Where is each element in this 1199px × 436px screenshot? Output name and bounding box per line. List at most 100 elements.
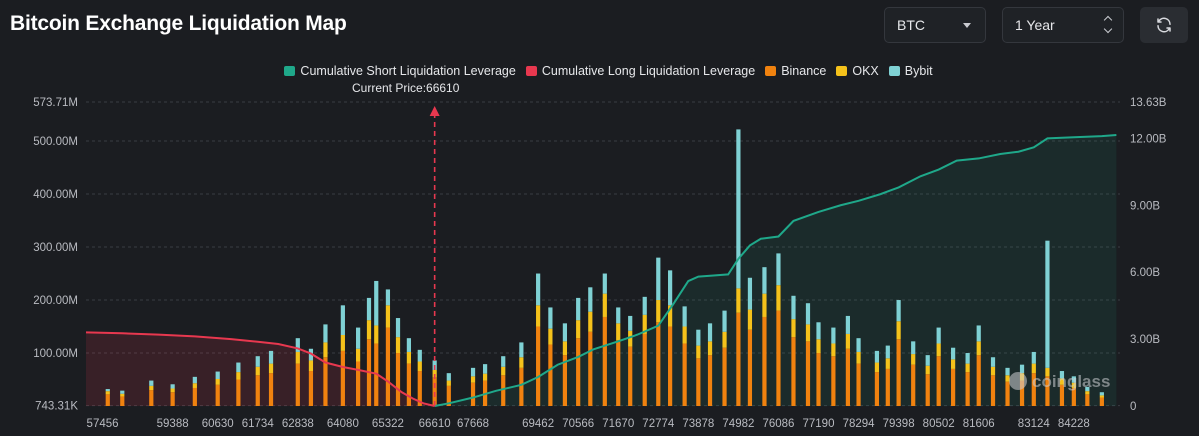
bar-binance [562, 355, 568, 406]
bar-binance [1005, 381, 1010, 406]
bar-binance [406, 363, 411, 406]
bar-binance [816, 353, 821, 406]
x-axis-tick-label: 81606 [963, 418, 995, 430]
bar-okx [1031, 363, 1036, 374]
bar-binance [805, 341, 811, 406]
bar-binance [762, 316, 767, 406]
bar-bybit [406, 338, 411, 352]
bar-okx [656, 300, 661, 323]
bar-binance [385, 327, 391, 406]
bar-bybit [856, 338, 861, 352]
bar-okx [856, 351, 861, 364]
legend-item-okx[interactable]: OKX [836, 64, 879, 78]
bar-bybit [1071, 376, 1076, 383]
bar-okx [911, 354, 916, 365]
bar-okx [682, 326, 687, 344]
bar-binance [395, 353, 401, 406]
bar-bybit [374, 280, 379, 326]
bar-okx [501, 366, 506, 376]
bar-okx [874, 362, 880, 373]
bar-bybit [268, 350, 274, 364]
legend-item-cumulative-short-liquidation-leverage[interactable]: Cumulative Short Liquidation Leverage [284, 64, 516, 78]
bar-binance [120, 396, 125, 406]
time-range-select-value: 1 Year [1015, 17, 1055, 33]
bar-okx [1099, 395, 1104, 398]
bar-bybit [736, 129, 741, 289]
bar-bybit [1005, 367, 1010, 376]
coin-select[interactable]: BTC [884, 7, 986, 43]
bar-binance [1071, 387, 1076, 406]
x-axis-tick-label: 78294 [843, 418, 876, 430]
bar-bybit [1099, 392, 1104, 396]
current-price-label: Current Price:66610 [352, 81, 460, 95]
bar-bybit [874, 350, 880, 363]
bar-binance [417, 371, 422, 406]
bar-bybit [149, 380, 154, 386]
bar-bybit [295, 338, 300, 352]
bar-okx [628, 330, 633, 347]
legend-item-bybit[interactable]: Bybit [888, 64, 933, 78]
bar-okx [747, 309, 753, 330]
bar-binance [308, 371, 314, 406]
bar-okx [707, 341, 713, 356]
bar-binance [911, 364, 916, 406]
refresh-button[interactable] [1140, 7, 1188, 43]
bar-bybit [1019, 364, 1025, 374]
bar-binance [736, 312, 741, 406]
bar-binance [519, 367, 524, 406]
bar-okx [406, 351, 411, 364]
bar-okx [374, 325, 379, 344]
cumulative-short-area [434, 135, 1117, 407]
bar-bybit [707, 323, 713, 342]
bar-binance [616, 340, 621, 406]
bar-binance [323, 357, 328, 406]
bar-okx [432, 369, 437, 378]
x-axis-tick-label: 76086 [762, 418, 794, 430]
bar-okx [576, 320, 581, 339]
bar-bybit [366, 297, 372, 321]
bar-bybit [656, 257, 661, 301]
legend-label: Bybit [904, 64, 933, 78]
bar-okx [340, 334, 345, 351]
bar-okx [845, 333, 850, 349]
bar-bybit [192, 376, 197, 384]
x-axis-tick-label: 69462 [522, 418, 554, 430]
bar-binance [149, 390, 154, 406]
bar-binance [951, 368, 956, 406]
bar-bybit [628, 315, 633, 331]
legend-label: Cumulative Long Liquidation Leverage [541, 64, 756, 78]
time-range-select[interactable]: 1 Year [1002, 7, 1124, 43]
bar-bybit [1031, 351, 1036, 364]
bar-okx [308, 360, 314, 372]
page-title: Bitcoin Exchange Liquidation Map [10, 12, 347, 35]
watermark: coinglass [1009, 372, 1110, 391]
x-axis-tick-label: 84228 [1058, 418, 1090, 430]
watermark-text: coinglass [1032, 372, 1110, 391]
bar-bybit [831, 327, 836, 344]
bar-okx [805, 324, 811, 342]
bar-binance [656, 322, 661, 406]
bar-bybit [519, 342, 524, 358]
bar-bybit [951, 347, 956, 360]
left-axis-tick-label: 500.00M [33, 136, 78, 148]
bar-binance [856, 363, 861, 406]
bar-bybit [762, 267, 767, 294]
x-axis-tick-label: 70566 [562, 418, 594, 430]
legend-label: Binance [781, 64, 827, 78]
bar-okx [696, 345, 701, 359]
bar-bybit [340, 305, 345, 335]
bar-bybit [536, 273, 541, 306]
bar-bybit [976, 325, 981, 342]
legend-item-binance[interactable]: Binance [765, 64, 826, 78]
bar-binance [1031, 373, 1036, 406]
bar-binance [548, 344, 553, 406]
x-axis-tick-label: 79398 [883, 418, 915, 430]
bar-bybit [385, 289, 391, 306]
bar-bybit [236, 362, 241, 373]
legend-item-cumulative-long-liquidation-leverage[interactable]: Cumulative Long Liquidation Leverage [525, 64, 756, 78]
bar-okx [816, 339, 821, 354]
bar-bybit [845, 315, 850, 334]
bar-bybit [482, 364, 488, 374]
right-axis-tick-label: 3.00B [1130, 334, 1160, 346]
bar-binance [340, 350, 345, 406]
